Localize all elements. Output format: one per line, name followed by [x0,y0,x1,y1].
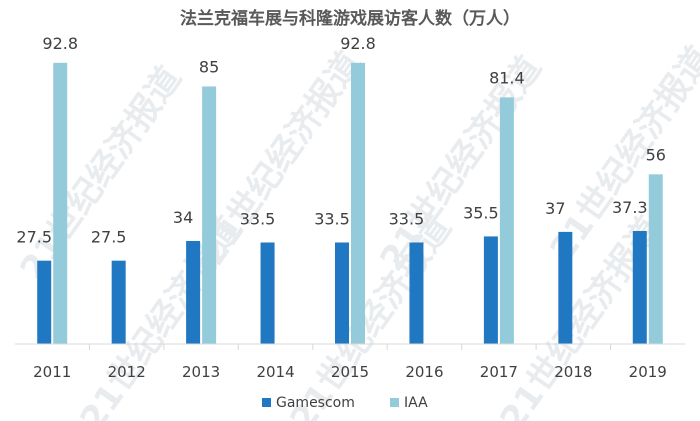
data-label-iaa: 92.8 [340,34,376,53]
x-tick-label: 2017 [480,363,518,381]
data-label-iaa: 85 [199,57,219,76]
watermark-text: 21世纪经济报道 [283,209,460,421]
data-label-gamescom: 37 [545,199,565,218]
legend: Gamescom IAA [262,395,428,411]
x-tick-label: 2018 [554,363,592,381]
data-label-gamescom: 33.5 [314,209,350,228]
bar-iaa [648,174,663,344]
watermark-text: 21世纪经济报道 [13,59,190,288]
data-label-gamescom: 33.5 [389,209,425,228]
bar-gamescom [260,242,275,344]
data-label-gamescom: 27.5 [91,228,127,247]
bar-gamescom [335,242,349,344]
x-tick-label: 2012 [108,363,146,381]
bar-iaa [351,62,365,344]
bar-gamescom [186,240,201,344]
bar-gamescom [37,260,52,344]
data-label-gamescom: 37.3 [612,198,648,217]
x-tick-label: 2011 [33,363,71,381]
data-label-gamescom: 27.5 [16,228,52,247]
x-tick-label: 2013 [182,363,220,381]
bar-iaa [202,86,217,344]
bar-gamescom [111,260,126,344]
legend-swatch [262,398,271,407]
x-tick-label: 2016 [405,363,443,381]
legend-label: IAA [404,395,428,411]
bar-iaa [53,62,68,344]
bars-layer: 27.5 92.8 27.5 34 85 33.5 33.5 92.8 33.5 35.5 81.4… [16,34,666,344]
chart-title: 法兰克福车展与科隆游戏展访客人数（万人） [180,9,520,29]
bar-gamescom [632,230,647,344]
bar-gamescom [483,236,498,344]
bar-gamescom [409,242,424,344]
data-label-gamescom: 33.5 [240,209,276,228]
data-label-gamescom: 35.5 [463,203,499,222]
data-label-iaa: 56 [646,145,666,164]
bar-iaa [499,97,514,344]
x-tick-label: 2015 [331,363,369,381]
data-label-iaa: 81.4 [489,68,525,87]
legend-label: Gamescom [276,395,355,411]
x-axis-ticks: 2011 2012 2013 2014 2015 2016 2017 2018 2019 [33,344,667,381]
legend-swatch [390,398,399,407]
bar-gamescom [558,231,573,344]
x-tick-label: 2019 [629,363,667,381]
x-tick-label: 2014 [256,363,294,381]
data-label-gamescom: 34 [173,208,193,227]
data-label-iaa: 92.8 [42,34,78,53]
